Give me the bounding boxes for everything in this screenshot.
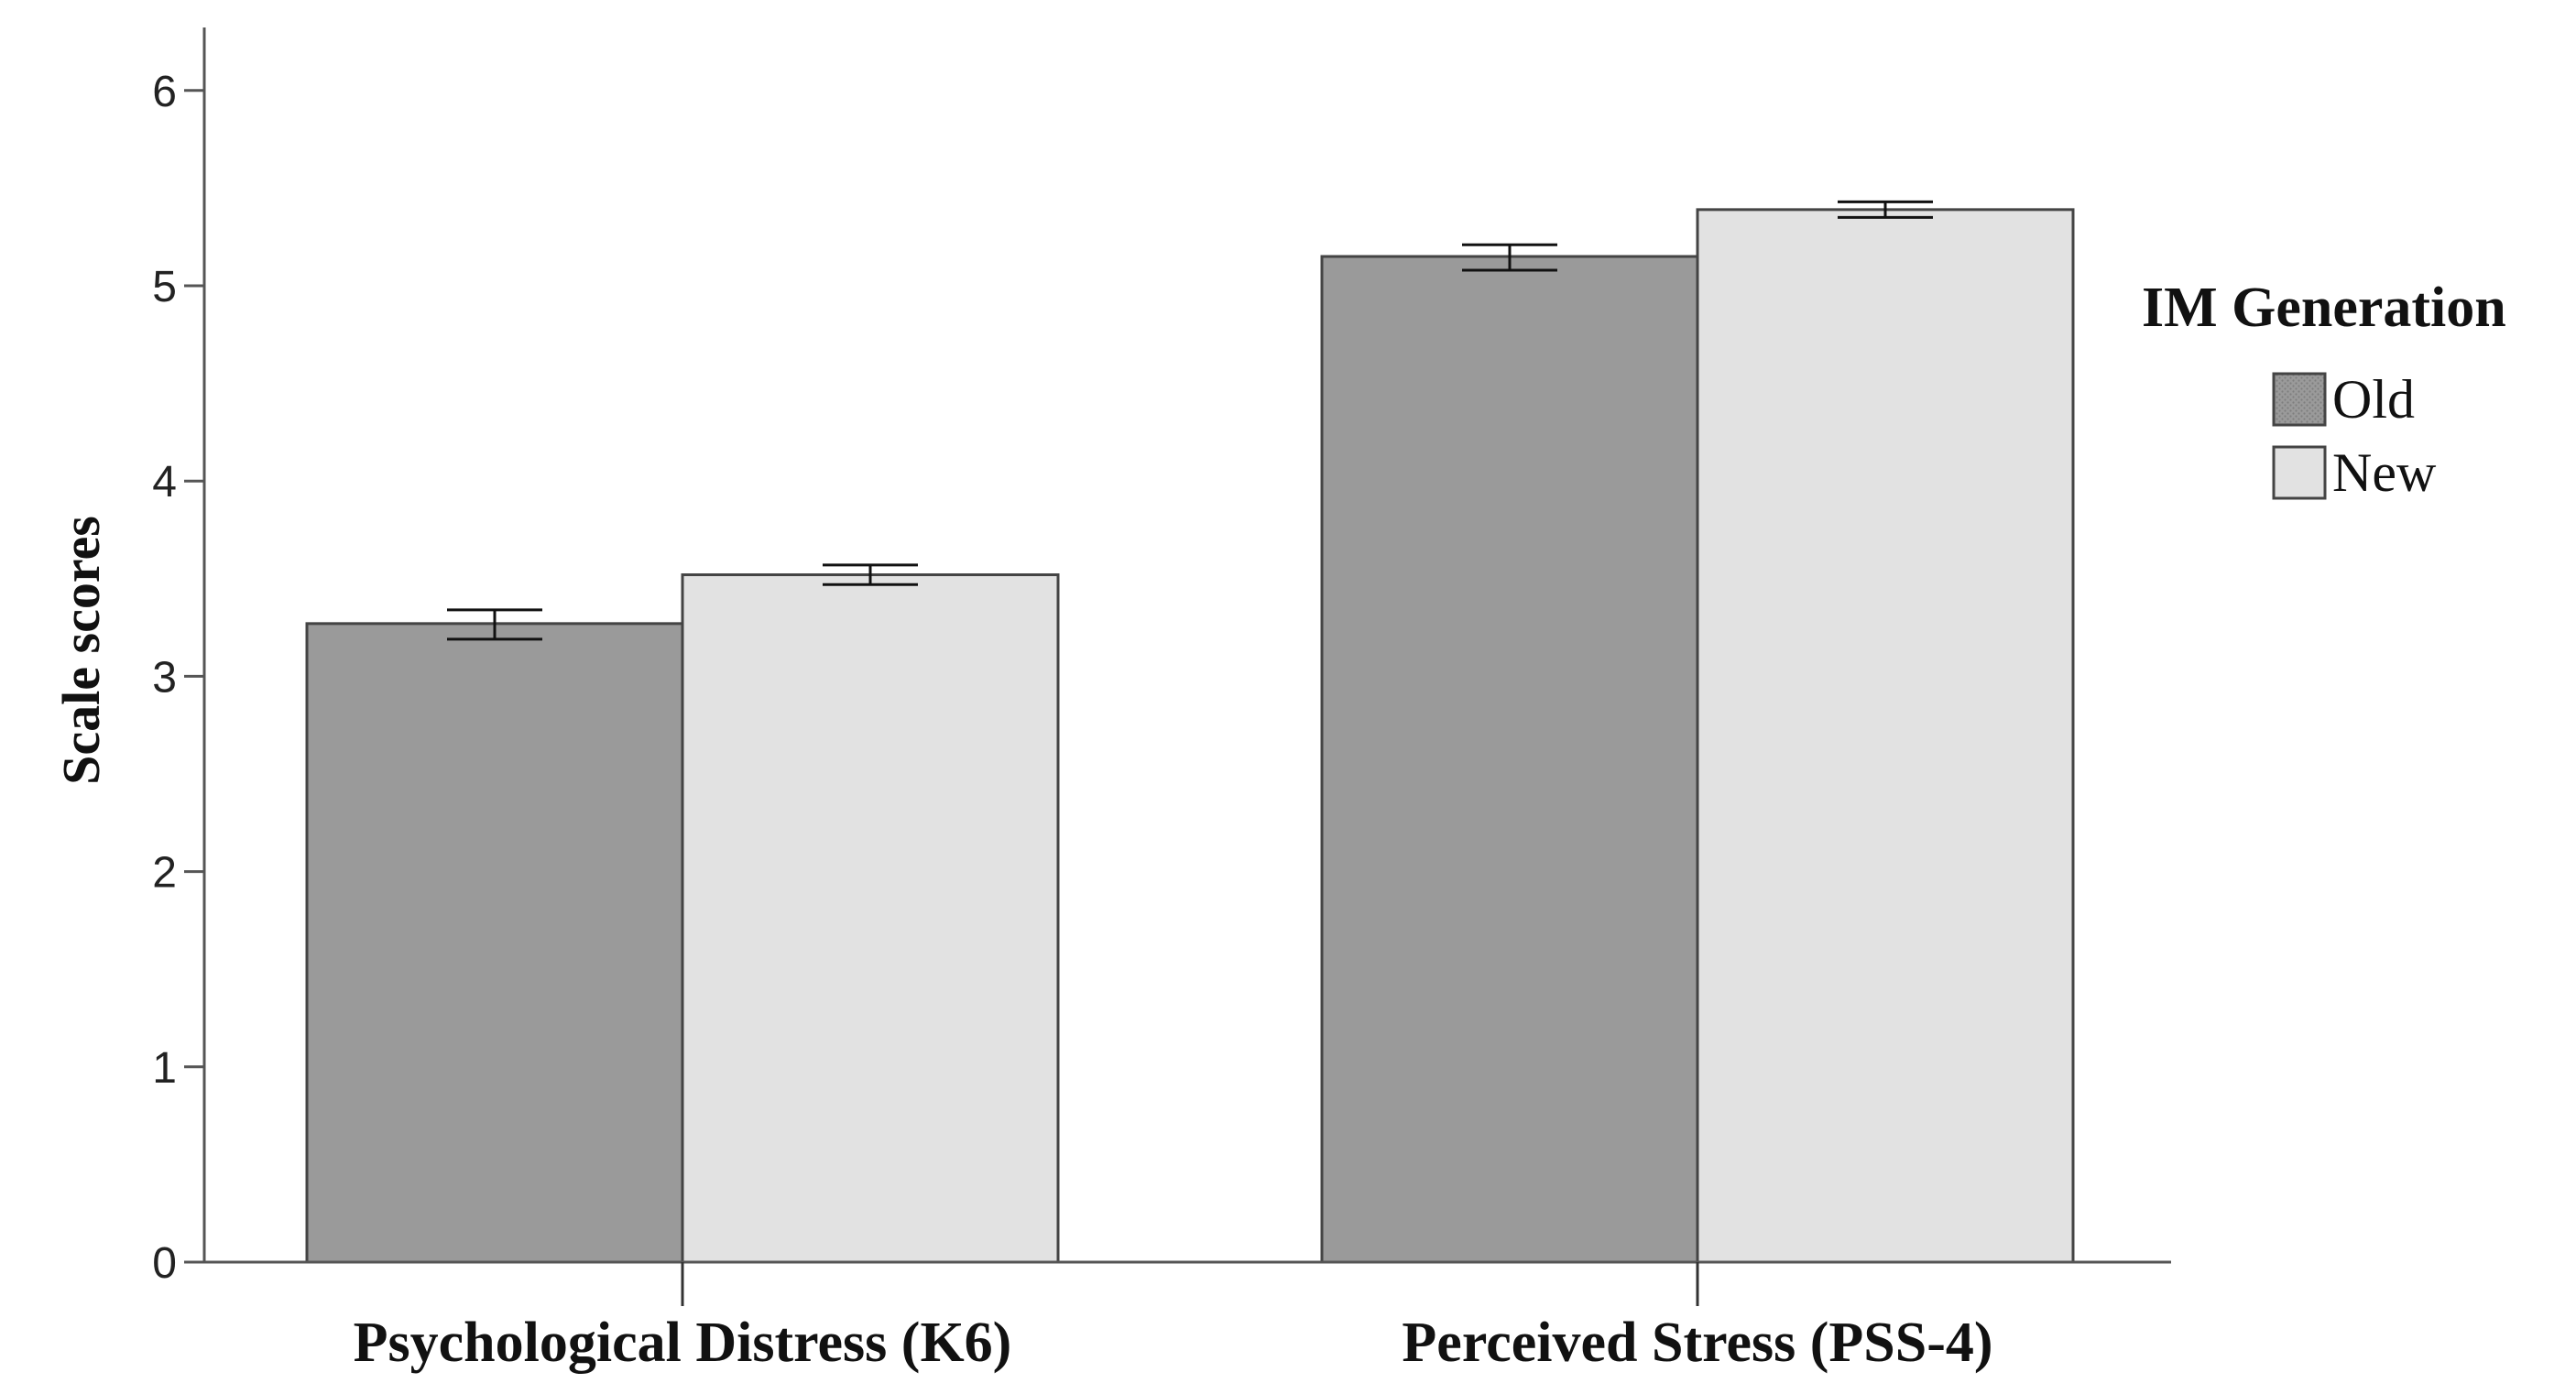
bar-new-k6 — [681, 573, 1060, 1264]
bars-layer — [305, 208, 2075, 1264]
y-ticks: 0 1 2 3 4 5 6 — [152, 68, 204, 1288]
legend-items: Old New — [2272, 369, 2437, 503]
error-bars-layer — [447, 200, 1933, 641]
axes — [202, 27, 2171, 1264]
error-bar-old-pss4 — [1462, 243, 1557, 272]
legend-title: IM Generation — [2142, 277, 2506, 339]
x-category-labels: Psychological Distress (K6) Perceived Str… — [354, 1262, 1993, 1374]
y-tick-label: 6 — [152, 68, 177, 116]
y-tick-label: 2 — [152, 849, 177, 898]
legend-label-new: New — [2332, 442, 2437, 503]
y-axis-title: Scale scores — [51, 516, 111, 785]
x-category-label: Psychological Distress (K6) — [354, 1312, 1012, 1374]
legend-swatch-old — [2272, 372, 2327, 427]
y-tick-label: 0 — [152, 1239, 177, 1288]
y-tick-label: 4 — [152, 458, 177, 506]
y-tick-label: 1 — [152, 1044, 177, 1093]
error-bar-new-pss4 — [1838, 200, 1933, 219]
bar-new-pss4 — [1696, 208, 2075, 1264]
error-bar-old-k6 — [447, 608, 542, 641]
bar-old-pss4 — [1320, 255, 1699, 1264]
legend-swatch-new — [2272, 445, 2327, 500]
error-bar-new-k6 — [823, 563, 918, 586]
y-tick-label: 3 — [152, 653, 177, 702]
legend-label-old: Old — [2332, 369, 2415, 430]
legend: IM Generation Old New — [2142, 277, 2506, 503]
bar-old-k6 — [305, 622, 684, 1264]
x-category-label: Perceived Stress (PSS-4) — [1402, 1312, 1992, 1374]
y-tick-label: 5 — [152, 263, 177, 311]
